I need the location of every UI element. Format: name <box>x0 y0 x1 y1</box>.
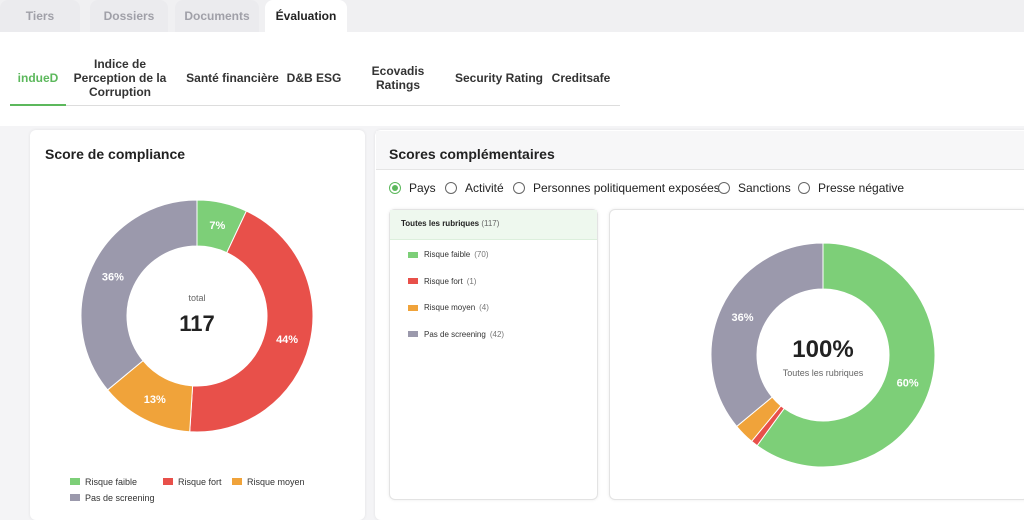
radio-dot <box>389 182 401 194</box>
radio-option[interactable]: Pays <box>389 181 436 195</box>
list-item[interactable]: Risque fort (1) <box>408 277 476 286</box>
data-label: 60% <box>897 378 919 390</box>
radio-label: Pays <box>409 181 436 195</box>
data-label: 36% <box>102 271 124 283</box>
radio-dot <box>798 182 810 194</box>
radio-label: Presse négative <box>818 181 905 195</box>
text: Toutes les rubriques <box>401 219 480 228</box>
count: (117) <box>481 219 500 228</box>
legend-swatch <box>163 478 173 485</box>
legend-swatch <box>232 478 242 485</box>
item-count: (70) <box>474 250 489 259</box>
radio-option[interactable]: Presse négative <box>798 181 904 195</box>
donut-segment <box>80 199 198 391</box>
list-item[interactable]: Risque faible (70) <box>408 250 488 259</box>
card-header <box>376 131 1024 170</box>
subtab[interactable]: indueD <box>17 71 59 85</box>
page: Tiers Dossiers Documents Évaluation indu… <box>0 0 1024 508</box>
tab-bar <box>0 0 1024 32</box>
legend-swatch <box>70 494 80 501</box>
swatch <box>408 331 418 337</box>
radio-label: Activité <box>465 181 504 195</box>
item-count: (4) <box>479 303 489 312</box>
donut-segment <box>189 210 314 433</box>
swatch <box>408 278 418 284</box>
tab[interactable]: Tiers <box>0 0 80 32</box>
center-value: 117 <box>179 311 215 336</box>
data-label: 36% <box>731 312 753 324</box>
item-name: Risque fort <box>424 276 463 286</box>
item-name: Risque moyen <box>424 303 476 312</box>
item-count: (42) <box>489 329 505 339</box>
legend-swatch <box>70 478 80 485</box>
item-name: Risque faible <box>424 250 471 259</box>
card-title: Scores complémentaires <box>389 146 555 162</box>
radio-option[interactable]: Activité <box>445 181 504 195</box>
radio-dot <box>445 182 457 194</box>
card-title: Score de compliance <box>45 146 186 162</box>
item-count: (1) <box>466 276 477 286</box>
data-label: 44% <box>276 334 298 346</box>
subtab[interactable]: D&B ESG <box>286 71 342 85</box>
list-item[interactable]: Pas de screening (42) <box>408 330 504 339</box>
list-panel <box>389 209 598 500</box>
legend-label: Risque fort <box>178 477 222 487</box>
subtab-area <box>0 32 1024 126</box>
list-header-title: Toutes les rubriques (117) <box>401 219 499 228</box>
swatch <box>408 304 418 311</box>
radio-option[interactable]: Sanctions <box>718 181 791 195</box>
radio-option[interactable]: Personnes politiquement exposées <box>513 181 720 195</box>
subtab-indicator <box>10 104 66 106</box>
data-label: 7% <box>209 220 225 232</box>
radio-dot <box>513 182 525 194</box>
radio-label: Personnes politiquement exposées <box>533 181 720 195</box>
radio-dot <box>718 182 730 194</box>
tab[interactable]: Évaluation <box>265 0 347 32</box>
tab[interactable]: Dossiers <box>90 0 168 32</box>
subtab-line <box>15 105 620 106</box>
center-label: Toutes les rubriques <box>783 368 864 378</box>
legend-label: Risque moyen <box>247 477 305 487</box>
legend-label: Risque faible <box>85 477 137 487</box>
legend-label: Pas de screening <box>85 493 155 503</box>
item-name: Pas de screening <box>424 329 486 339</box>
list-header <box>390 210 597 240</box>
subtab[interactable]: Indice de Perception de la Corruption <box>73 57 167 99</box>
subtab[interactable]: Santé financière <box>186 71 279 85</box>
swatch <box>408 251 418 258</box>
tab[interactable]: Documents <box>175 0 259 32</box>
subtab[interactable]: Ecovadis Ratings <box>371 64 425 92</box>
radio-label: Sanctions <box>738 181 791 195</box>
data-label: 13% <box>144 394 166 406</box>
subtab[interactable]: Security Rating <box>454 71 544 85</box>
subtab[interactable]: Creditsafe <box>551 71 611 85</box>
center-value: 100% <box>792 336 853 363</box>
list-item[interactable]: Risque moyen (4) <box>408 303 489 312</box>
donut-segment <box>756 242 936 468</box>
donut-segment <box>710 242 824 428</box>
center-label: total <box>188 293 205 303</box>
